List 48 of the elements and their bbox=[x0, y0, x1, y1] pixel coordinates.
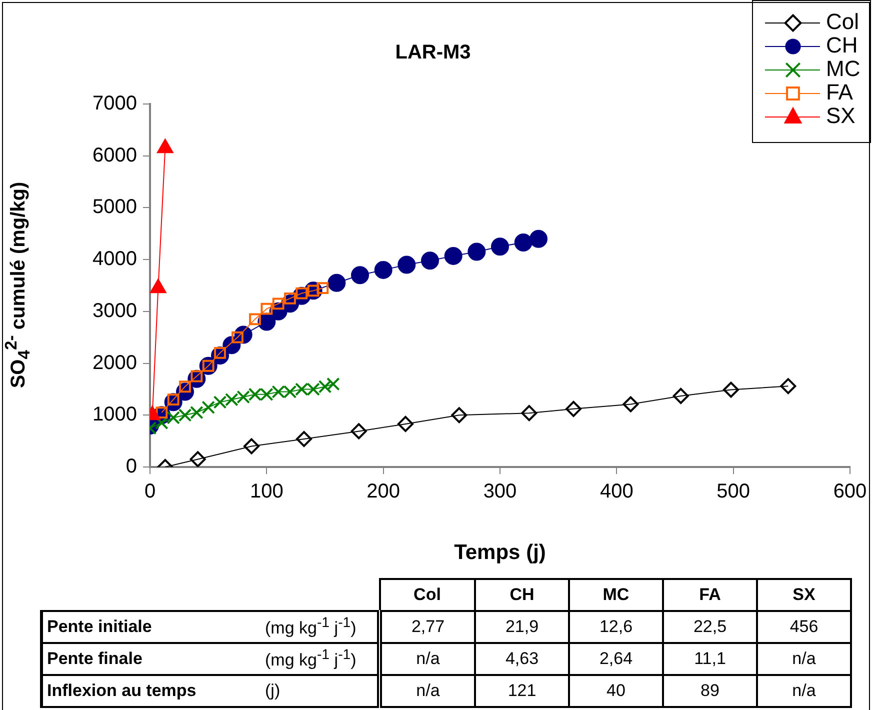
text: MC bbox=[569, 579, 663, 611]
legend-label: FA bbox=[826, 80, 854, 105]
y-tick-label: 4000 bbox=[92, 248, 137, 270]
y-tick-label: 3000 bbox=[92, 300, 137, 322]
legend-label: SX bbox=[826, 103, 856, 128]
text: CH bbox=[475, 579, 569, 611]
text: 456 bbox=[757, 611, 851, 643]
text: 11,1 bbox=[663, 643, 757, 675]
chart-title: LAR-M3 bbox=[395, 42, 471, 64]
text: (j) bbox=[261, 675, 380, 707]
y-tick-label: 7000 bbox=[92, 92, 137, 115]
text: (mg kg$^{-1}$ j$^{-1}$) bbox=[261, 611, 380, 643]
text: SX bbox=[757, 579, 851, 611]
y-tick-label: 6000 bbox=[92, 144, 137, 166]
x-tick-label: 400 bbox=[600, 480, 634, 503]
text: 89 bbox=[663, 675, 757, 707]
text: 22,5 bbox=[663, 611, 757, 643]
text: n/a bbox=[757, 675, 851, 707]
text: (mg kg$^{-1}$ j$^{-1}$) bbox=[261, 643, 380, 675]
text: 40 bbox=[569, 675, 663, 707]
y-tick-label: 1000 bbox=[92, 404, 137, 426]
text: 121 bbox=[475, 675, 569, 707]
x-tick-label: 200 bbox=[366, 480, 400, 503]
x-axis-title: Temps (j) bbox=[454, 541, 546, 564]
x-tick-label: 100 bbox=[250, 480, 284, 503]
text: FA bbox=[663, 579, 757, 611]
text: n/a bbox=[380, 643, 475, 675]
text: n/a bbox=[380, 675, 475, 707]
text: Pente finale bbox=[42, 643, 261, 675]
text: Col bbox=[380, 579, 475, 611]
x-tick-label: 600 bbox=[833, 480, 867, 503]
text: Inflexion au temps bbox=[42, 675, 261, 707]
x-tick-label: 0 bbox=[144, 480, 156, 503]
legend-label: Col bbox=[826, 9, 860, 34]
text: 21,9 bbox=[475, 611, 569, 643]
text: n/a bbox=[757, 643, 851, 675]
legend-label: MC bbox=[826, 56, 860, 82]
text: 2,77 bbox=[380, 611, 475, 643]
text: 12,6 bbox=[569, 611, 663, 643]
y-tick-label: 2000 bbox=[92, 352, 137, 374]
y-tick-label: 5000 bbox=[92, 196, 137, 218]
text: 2,64 bbox=[569, 643, 663, 675]
x-tick-label: 300 bbox=[483, 480, 517, 503]
legend-label: CH bbox=[826, 32, 858, 58]
y-tick-label: 0 bbox=[126, 456, 137, 478]
x-tick-label: 500 bbox=[716, 480, 750, 503]
text: 4,63 bbox=[475, 643, 569, 675]
text: Pente initiale bbox=[42, 611, 261, 643]
